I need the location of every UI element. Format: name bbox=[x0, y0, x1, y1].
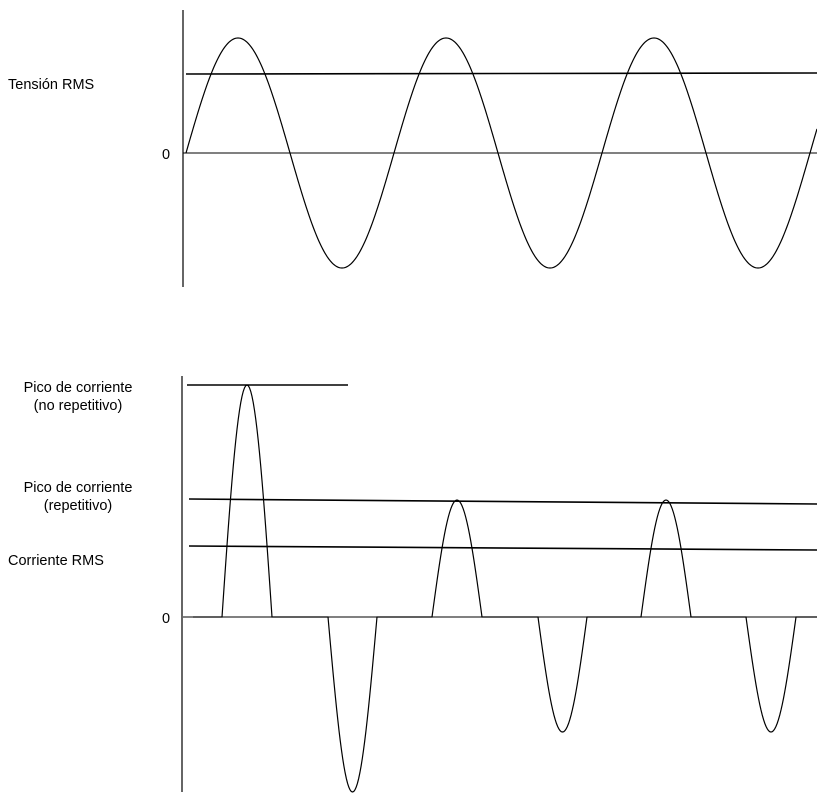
voltage-zero-label: 0 bbox=[162, 147, 171, 163]
peak-nonrepetitive-label: Pico de corriente (no repetitivo) bbox=[2, 379, 154, 415]
peak-repetitive-line bbox=[188, 498, 817, 505]
current-zero-label: 0 bbox=[162, 611, 171, 627]
voltage-rms-label: Tensión RMS bbox=[8, 77, 95, 93]
current-rms-label: Corriente RMS bbox=[8, 553, 104, 569]
peak-repetitive-label: Pico de corriente (repetitivo) bbox=[2, 479, 154, 515]
voltage-sine-wave bbox=[185, 37, 817, 269]
voltage-rms-line bbox=[185, 72, 817, 75]
current-rms-line bbox=[188, 545, 817, 551]
peak-nonrepetitive-label-line2: (no repetitivo) bbox=[33, 398, 123, 414]
peak-repetitive-label-line2: (repetitivo) bbox=[43, 498, 113, 514]
peak-repetitive-label-line1: Pico de corriente bbox=[23, 480, 133, 496]
peak-nonrepetitive-label-line1: Pico de corriente bbox=[23, 380, 133, 396]
current-pulse-wave bbox=[193, 384, 817, 793]
